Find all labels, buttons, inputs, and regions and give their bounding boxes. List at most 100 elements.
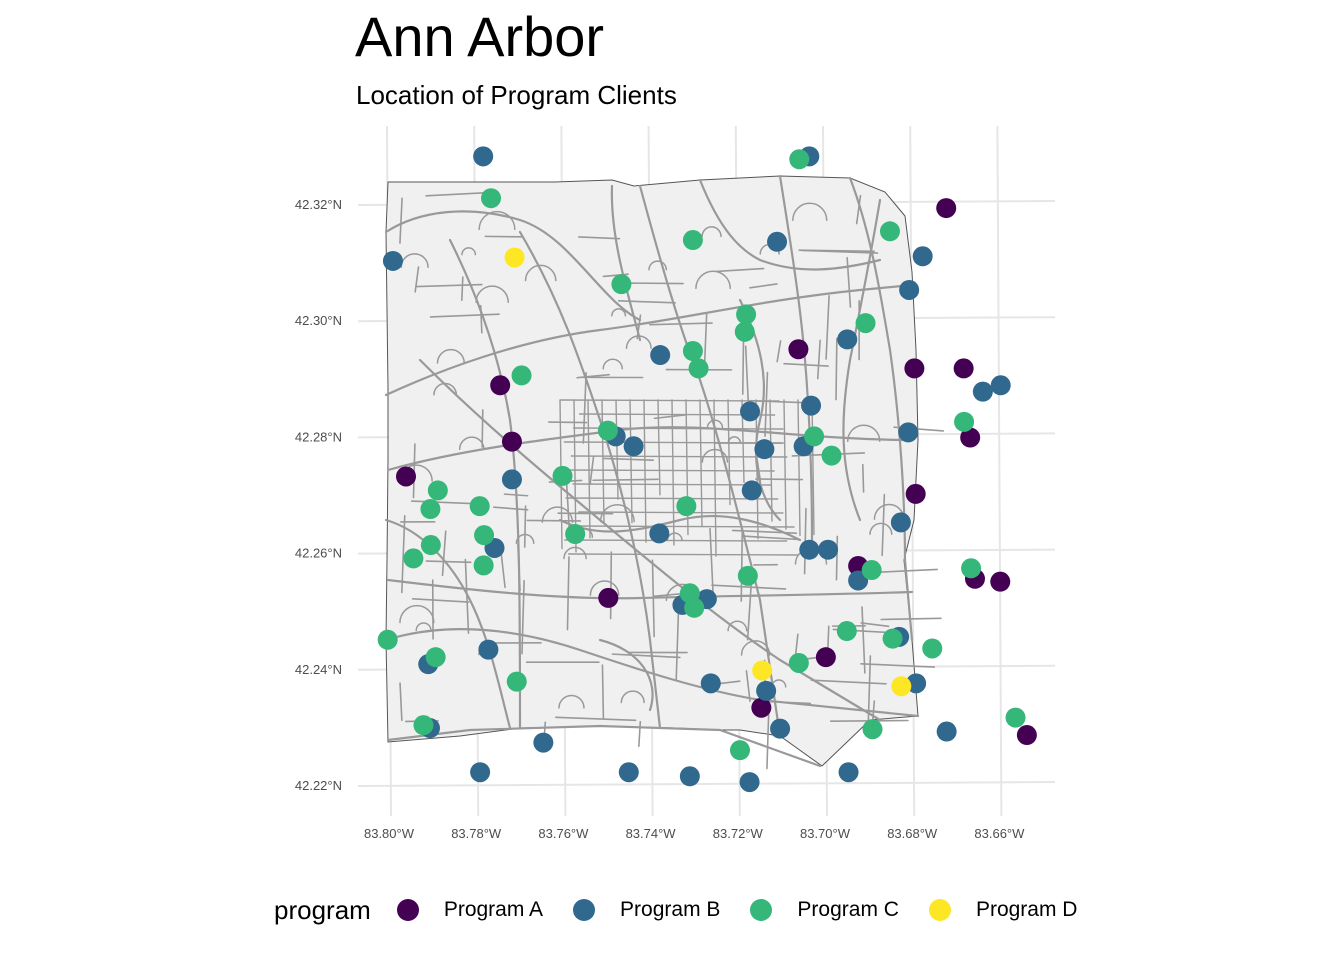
street-segment — [411, 598, 470, 603]
street-segment — [835, 337, 838, 401]
client-point-program-a-15 — [1016, 725, 1037, 746]
street-segment — [755, 399, 759, 540]
street-segment — [855, 194, 862, 225]
street-segment — [675, 603, 680, 682]
street-segment — [492, 506, 529, 511]
street-5 — [518, 230, 662, 730]
x-tick-label-0: 83.80°W — [364, 826, 415, 841]
y-tick-label-5: 42.22°N — [295, 778, 342, 793]
street-segment — [792, 202, 828, 222]
street-segment — [415, 622, 432, 632]
y-tick-label-2: 42.28°N — [295, 429, 342, 444]
street-segment — [563, 441, 782, 444]
street-segment — [638, 720, 642, 748]
street-segment — [769, 399, 773, 522]
street-segment — [860, 663, 936, 668]
street-3 — [386, 578, 914, 600]
street-segment — [810, 679, 887, 685]
street-segment — [564, 539, 788, 542]
street-segment — [749, 283, 778, 289]
legend-label-program-a: Program A — [443, 898, 544, 921]
street-segment — [481, 409, 484, 448]
client-point-program-c-17 — [420, 499, 441, 520]
client-point-program-b-36 — [533, 732, 554, 753]
street-segment — [740, 531, 744, 602]
client-point-program-c-34 — [425, 647, 446, 668]
legend-item-program-d: Program D — [928, 898, 1077, 922]
street-segment — [727, 620, 748, 632]
client-point-program-c-23 — [403, 548, 424, 569]
street-segment — [649, 322, 713, 326]
client-point-program-c-8 — [682, 340, 703, 361]
street-segment — [517, 543, 521, 592]
street-segment — [671, 399, 675, 546]
street-segment — [563, 546, 587, 560]
client-point-program-b-32 — [756, 680, 777, 701]
street-18 — [738, 298, 782, 522]
street-segment — [414, 266, 420, 293]
street-1 — [384, 283, 914, 397]
street-segment — [615, 399, 619, 500]
street-segment — [571, 525, 795, 528]
client-point-program-a-7 — [396, 466, 417, 487]
street-segment — [578, 236, 621, 240]
street-segment — [576, 373, 610, 379]
client-point-program-b-35 — [936, 721, 957, 742]
client-point-program-c-19 — [676, 496, 697, 517]
street-segment — [587, 399, 591, 539]
street-segment — [846, 256, 852, 308]
client-point-program-b-9 — [972, 381, 993, 402]
client-point-program-b-6 — [837, 329, 858, 350]
client-point-program-a-0 — [936, 198, 957, 219]
street-segment — [611, 308, 627, 317]
client-point-program-c-11 — [954, 411, 975, 432]
x-tick-label-7: 83.66°W — [974, 826, 1025, 841]
client-point-program-c-15 — [552, 465, 573, 486]
street-segment — [589, 580, 620, 596]
grid-line-lat-5 — [357, 781, 1056, 787]
client-point-program-b-41 — [739, 772, 760, 793]
street-8 — [778, 174, 814, 542]
y-tick-label-1: 42.30°N — [295, 313, 342, 328]
legend-key-program-a — [396, 899, 419, 921]
client-point-program-b-11 — [740, 401, 761, 422]
client-point-program-c-9 — [688, 358, 709, 379]
client-point-program-a-3 — [788, 339, 809, 360]
street-segment — [526, 519, 582, 522]
legend-key-program-b — [573, 899, 596, 921]
street-14 — [558, 514, 802, 542]
client-point-program-c-2 — [879, 221, 900, 242]
street-segment — [565, 497, 779, 500]
street-segment — [743, 535, 800, 541]
street-segment — [415, 283, 483, 288]
street-segment — [717, 680, 741, 685]
street-segment — [479, 304, 483, 334]
client-point-program-b-39 — [838, 762, 859, 783]
client-point-program-b-7 — [650, 345, 671, 366]
legend-item-program-a: Program A — [396, 898, 544, 922]
street-segment — [816, 339, 821, 380]
client-point-program-c-37 — [1005, 707, 1026, 728]
series-program-a — [396, 198, 1037, 746]
client-point-program-b-20 — [649, 523, 670, 544]
street-segment — [706, 419, 724, 429]
street-9 — [848, 176, 914, 642]
street-segment — [880, 568, 939, 573]
client-point-program-a-12 — [598, 587, 619, 608]
client-point-program-c-0 — [789, 149, 810, 170]
client-point-program-b-23 — [818, 539, 839, 560]
grid-line-lon-7 — [996, 125, 1003, 817]
street-segment — [461, 247, 477, 256]
client-point-program-d-1 — [752, 660, 773, 681]
street-segment — [651, 559, 655, 638]
street-segment — [609, 551, 613, 620]
legend-label-program-b: Program B — [620, 898, 721, 921]
street-segment — [825, 295, 830, 360]
client-point-program-a-2 — [953, 358, 974, 379]
street-segment — [846, 424, 881, 442]
street-segment — [478, 210, 516, 231]
y-tick-label-3: 42.26°N — [295, 546, 342, 561]
client-point-program-a-5 — [501, 431, 522, 452]
street-segment — [629, 399, 633, 524]
